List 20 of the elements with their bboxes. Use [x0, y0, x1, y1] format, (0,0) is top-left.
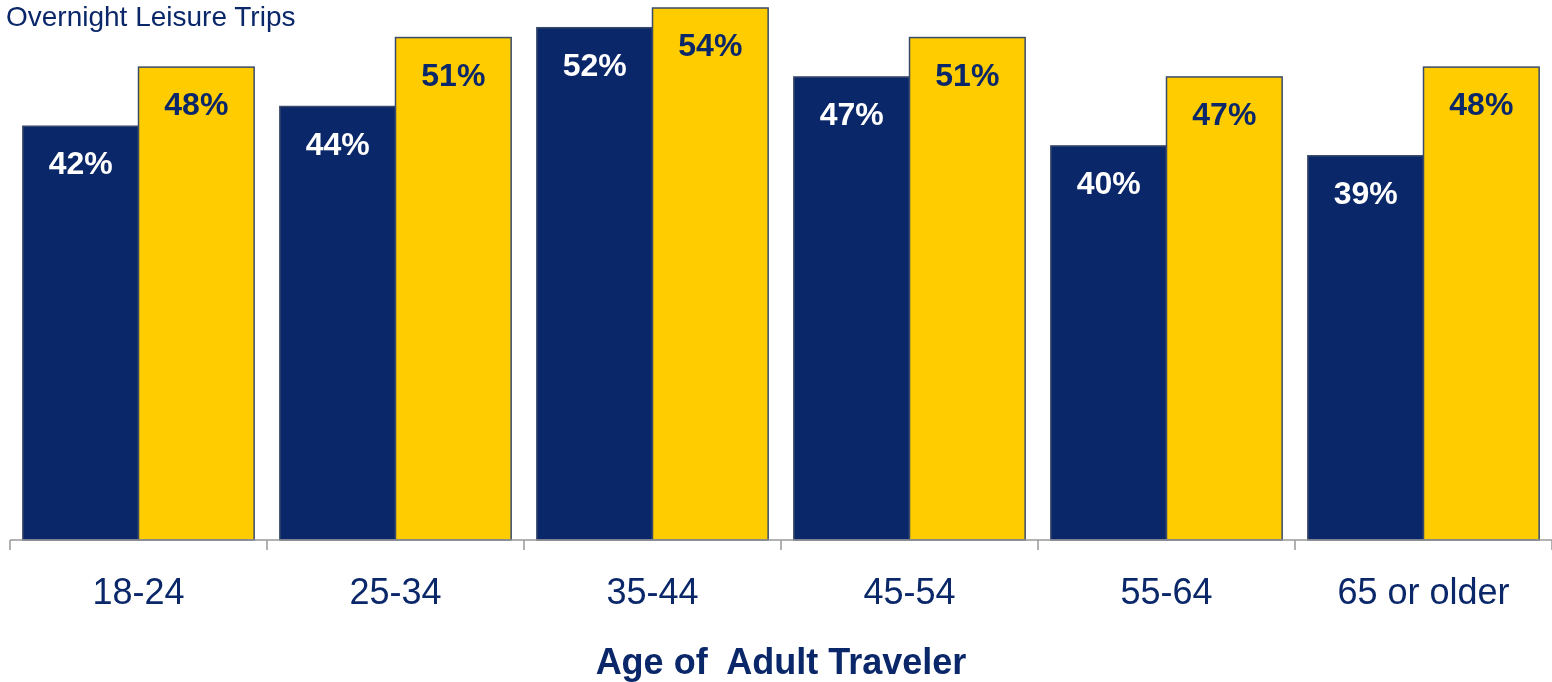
data-label: 47%	[1192, 95, 1257, 132]
data-label: 51%	[421, 56, 486, 93]
data-label: 48%	[164, 86, 229, 123]
data-label: 40%	[1076, 164, 1141, 201]
data-label: 39%	[1333, 174, 1398, 211]
x-tick-label: 45-54	[863, 571, 956, 612]
data-label: 54%	[678, 27, 743, 63]
data-label: 48%	[1449, 86, 1514, 123]
x-tick-label: 55-64	[1120, 571, 1213, 612]
x-axis-title: Age of Adult Traveler	[595, 641, 967, 682]
x-tick-label: 25-34	[349, 571, 442, 612]
x-tick-label: 18-24	[92, 571, 185, 612]
data-label: 51%	[935, 56, 1000, 93]
x-tick-label: 35-44	[606, 571, 699, 612]
chart-title: Overnight Leisure Trips	[6, 1, 296, 32]
data-label: 44%	[305, 125, 370, 162]
data-label: 47%	[819, 95, 884, 132]
data-label: 52%	[562, 46, 627, 83]
data-label: 42%	[48, 145, 113, 182]
x-tick-label: 65 or older	[1337, 571, 1510, 612]
